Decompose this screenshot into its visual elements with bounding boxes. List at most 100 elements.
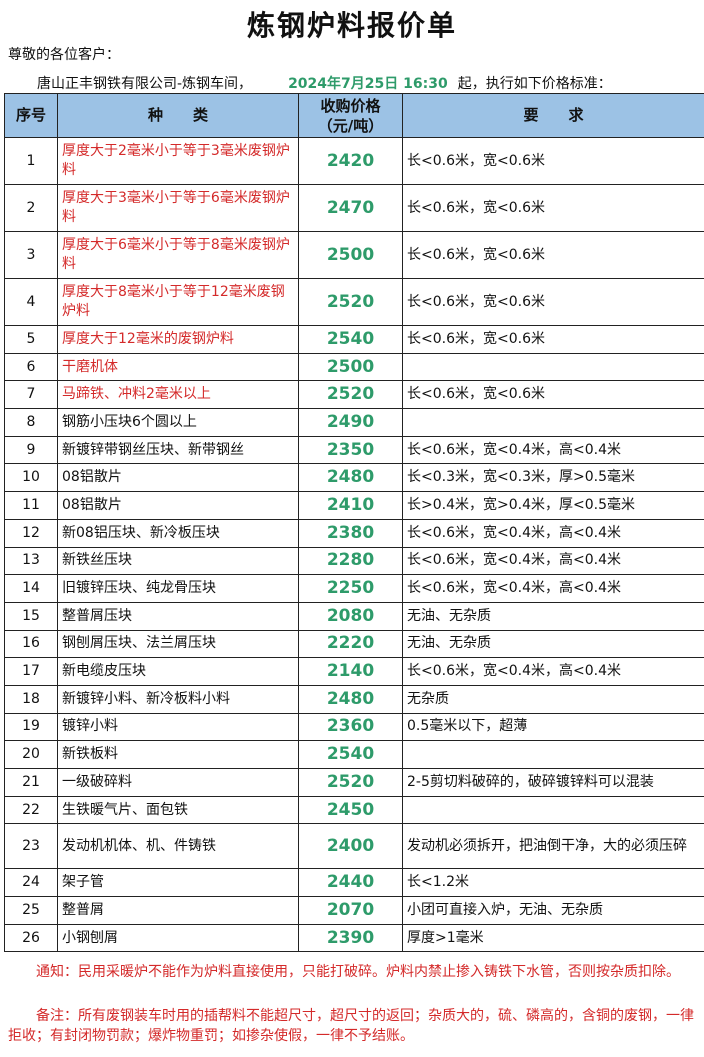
row-kind: 厚度大于8毫米小于等于12毫米废钢炉料 [57,278,299,326]
table-row: 7 马蹄铁、冲料2毫米以上 2520 长<0.6米，宽<0.6米 [4,380,704,410]
row-number: 21 [4,768,58,797]
price-table: 序号 种 类 收购价格 （元/吨） 要 求 1 厚度大于2毫米小于等于3毫米废钢炉… [4,93,704,953]
row-number: 18 [4,684,58,714]
remark-text: 备注：所有废钢装车时用的插帮料不能超尺寸，超尺寸的返回；杂质大的，硫、磷高的，含… [8,1008,694,1044]
row-price: 2500 [298,352,403,382]
row-requirement: 长<0.3米，宽<0.3米，厚>0.5毫米 [402,463,704,493]
row-requirement: 长<0.6米，宽<0.6米 [402,231,704,279]
row-kind: 新08铝压块、新冷板压块 [57,518,299,548]
row-price: 2250 [298,574,403,603]
row-number: 4 [4,278,58,326]
row-price: 2400 [298,823,403,870]
row-requirement: 无杂质 [402,684,704,714]
table-row: 23 发动机机体、机、件铸铁 2400 发动机必须拆开，把油倒干净，大的必须压碎 [4,823,704,870]
table-row: 3 厚度大于6毫米小于等于8毫米废钢炉料 2500 长<0.6米，宽<0.6米 [4,231,704,279]
table-row: 1 厚度大于2毫米小于等于3毫米废钢炉料 2420 长<0.6米，宽<0.6米 [4,137,704,185]
row-kind: 旧镀锌压块、纯龙骨压块 [57,574,299,603]
table-row: 10 08铝散片 2480 长<0.3米，宽<0.3米，厚>0.5毫米 [4,463,704,493]
row-kind: 钢筋小压块6个圆以上 [57,408,299,437]
header-price: 收购价格 （元/吨） [298,93,403,138]
row-kind: 整普屑压块 [57,601,299,631]
row-number: 8 [4,408,58,437]
row-price: 2360 [298,712,403,742]
row-number: 12 [4,518,58,548]
row-price: 2410 [298,491,403,520]
row-number: 14 [4,574,58,603]
notice-text: 通知：民用采暖炉不能作为炉料直接使用，只能打破碎。炉料内禁止掺入铸铁下水管，否则… [36,964,680,980]
row-price: 2490 [298,408,403,437]
row-requirement: 长<1.2米 [402,868,704,898]
row-price: 2450 [298,795,403,825]
row-price: 2070 [298,896,403,925]
row-requirement: 长<0.6米，宽<0.4米，高<0.4米 [402,546,704,576]
row-price: 2140 [298,657,403,686]
page-title: 炼钢炉料报价单 [246,9,457,42]
row-number: 15 [4,601,58,631]
company-name: 唐山正丰钢铁有限公司-炼钢车间， [37,76,253,92]
row-number: 26 [4,923,58,953]
row-requirement [402,740,704,769]
row-requirement: 发动机必须拆开，把油倒干净，大的必须压碎 [402,823,704,870]
row-price: 2080 [298,601,403,631]
table-row: 22 生铁暖气片、面包铁 2450 [4,795,704,825]
table-row: 12 新08铝压块、新冷板压块 2380 长<0.6米，宽<0.4米，高<0.4米 [4,518,704,548]
row-kind: 生铁暖气片、面包铁 [57,795,299,825]
row-price: 2540 [298,325,403,354]
table-row: 9 新镀锌带钢丝压块、新带钢丝 2350 长<0.6米，宽<0.4米，高<0.4米 [4,435,704,465]
row-number: 16 [4,629,58,659]
table-row: 18 新镀锌小料、新冷板料小料 2480 无杂质 [4,684,704,714]
row-number: 11 [4,491,58,520]
table-row: 24 架子管 2440 长<1.2米 [4,868,704,898]
row-requirement: 长<0.6米，宽<0.6米 [402,137,704,185]
row-price: 2390 [298,923,403,953]
table-header-row: 序号 种 类 收购价格 （元/吨） 要 求 [4,93,704,138]
table-row: 4 厚度大于8毫米小于等于12毫米废钢炉料 2520 长<0.6米，宽<0.6米 [4,278,704,326]
row-kind: 08铝散片 [57,491,299,520]
row-price: 2440 [298,868,403,898]
row-requirement: 2-5剪切料破碎的，破碎镀锌料可以混装 [402,768,704,797]
row-number: 6 [4,352,58,382]
row-requirement: 0.5毫米以下，超薄 [402,712,704,742]
row-kind: 新铁丝压块 [57,546,299,576]
table-row: 2 厚度大于3毫米小于等于6毫米废钢炉料 2470 长<0.6米，宽<0.6米 [4,184,704,232]
row-kind: 发动机机体、机、件铸铁 [57,823,299,870]
table-row: 8 钢筋小压块6个圆以上 2490 [4,408,704,437]
row-requirement: 长<0.6米，宽<0.4米，高<0.4米 [402,435,704,465]
row-requirement: 长<0.6米，宽<0.4米，高<0.4米 [402,518,704,548]
row-price: 2500 [298,231,403,279]
effective-date: 2024年7月25日 16:30 [288,76,448,92]
row-price: 2470 [298,184,403,232]
row-kind: 镀锌小料 [57,712,299,742]
row-requirement: 长<0.6米，宽<0.6米 [402,184,704,232]
row-number: 5 [4,325,58,354]
row-kind: 厚度大于12毫米的废钢炉料 [57,325,299,354]
header-requirement: 要 求 [402,93,704,138]
row-requirement: 长<0.6米，宽<0.6米 [402,380,704,410]
row-number: 9 [4,435,58,465]
table-row: 11 08铝散片 2410 长>0.4米，宽>0.4米，厚<0.5毫米 [4,491,704,520]
table-row: 26 小钢刨屑 2390 厚度>1毫米 [4,923,704,953]
row-kind: 新铁板料 [57,740,299,769]
row-requirement: 无油、无杂质 [402,601,704,631]
row-kind: 新镀锌带钢丝压块、新带钢丝 [57,435,299,465]
table-row: 17 新电缆皮压块 2140 长<0.6米，宽<0.4米，高<0.4米 [4,657,704,686]
row-number: 7 [4,380,58,410]
row-kind: 钢刨屑压块、法兰屑压块 [57,629,299,659]
row-number: 10 [4,463,58,493]
row-price: 2220 [298,629,403,659]
row-price: 2520 [298,768,403,797]
row-requirement: 长>0.4米，宽>0.4米，厚<0.5毫米 [402,491,704,520]
row-requirement: 无油、无杂质 [402,629,704,659]
row-requirement [402,408,704,437]
row-requirement: 长<0.6米，宽<0.4米，高<0.4米 [402,657,704,686]
row-requirement: 长<0.6米，宽<0.6米 [402,278,704,326]
row-number: 17 [4,657,58,686]
row-requirement [402,795,704,825]
row-requirement: 长<0.6米，宽<0.4米，高<0.4米 [402,574,704,603]
row-number: 1 [4,137,58,185]
row-requirement: 小团可直接入炉，无油、无杂质 [402,896,704,925]
row-requirement: 长<0.6米，宽<0.6米 [402,325,704,354]
header-no: 序号 [4,93,58,138]
row-kind: 一级破碎料 [57,768,299,797]
header-kind: 种 类 [57,93,299,138]
